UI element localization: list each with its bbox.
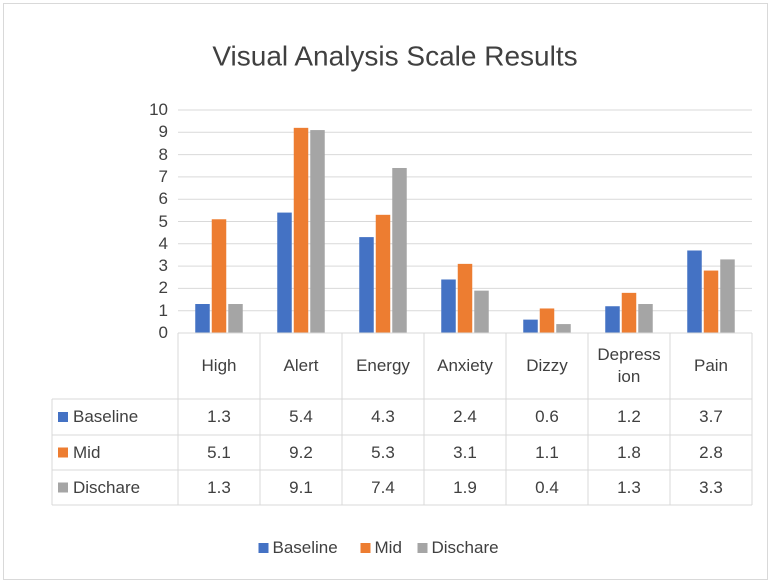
bar bbox=[457, 263, 473, 333]
table-value: 9.1 bbox=[289, 477, 313, 497]
bar bbox=[474, 290, 489, 333]
x-tick-label: Pain bbox=[693, 356, 729, 375]
table-value: 0.4 bbox=[535, 477, 559, 497]
y-tick-label: 3 bbox=[158, 256, 168, 276]
table-legend-key bbox=[58, 412, 68, 422]
y-tick-label: 7 bbox=[158, 166, 168, 186]
y-tick-label: 4 bbox=[158, 233, 168, 253]
bar bbox=[293, 127, 309, 333]
x-tick-label: Alert bbox=[283, 356, 319, 375]
legend-key bbox=[360, 543, 371, 553]
x-tick-label: High bbox=[201, 356, 237, 375]
y-tick-label: 8 bbox=[158, 144, 168, 164]
legend-key bbox=[417, 543, 428, 553]
x-tick-label: Depression bbox=[597, 345, 661, 386]
bar bbox=[228, 304, 243, 333]
bar bbox=[211, 219, 227, 333]
bar bbox=[605, 306, 620, 333]
legend-label: Baseline bbox=[272, 538, 338, 557]
legend-label: Mid bbox=[374, 538, 402, 557]
bar bbox=[556, 324, 571, 333]
y-tick-label: 10 bbox=[149, 100, 168, 119]
legend-label: Dischare bbox=[431, 538, 499, 557]
table-value: 5.4 bbox=[289, 407, 313, 426]
table-legend-key bbox=[58, 447, 68, 458]
x-tick-label: Energy bbox=[356, 356, 410, 375]
bar bbox=[195, 304, 210, 333]
table-value: 9.2 bbox=[289, 442, 313, 462]
table-value: 1.3 bbox=[617, 477, 641, 497]
x-tick-label: Dizzy bbox=[526, 356, 568, 375]
bar bbox=[720, 259, 735, 333]
table-legend-key bbox=[58, 482, 68, 493]
table-row-label: Dischare bbox=[73, 477, 141, 497]
table-value: 4.3 bbox=[371, 407, 395, 426]
table-value: 1.3 bbox=[207, 477, 231, 497]
table-value: 2.8 bbox=[699, 442, 723, 462]
table-value: 1.2 bbox=[617, 407, 641, 426]
legend-key bbox=[258, 543, 269, 553]
table-value: 1.8 bbox=[617, 442, 641, 462]
table-row-label: Baseline bbox=[73, 407, 139, 426]
chart-title: Visual Analysis Scale Results bbox=[212, 40, 577, 71]
table-row-label: Mid bbox=[73, 442, 101, 462]
y-tick-label: 6 bbox=[158, 189, 168, 209]
table-value: 3.1 bbox=[453, 442, 477, 462]
y-tick-label: 2 bbox=[158, 278, 168, 298]
table-value: 5.3 bbox=[371, 442, 395, 462]
table-value: 3.7 bbox=[699, 407, 723, 426]
y-tick-label: 1 bbox=[158, 300, 168, 320]
bar bbox=[523, 319, 538, 333]
bar bbox=[310, 130, 325, 333]
bar bbox=[277, 212, 292, 333]
bar bbox=[703, 270, 719, 333]
table-value: 5.1 bbox=[207, 442, 231, 462]
y-tick-label: 5 bbox=[158, 211, 168, 231]
y-tick-label: 0 bbox=[158, 323, 168, 342]
bar bbox=[392, 167, 407, 333]
y-tick-label: 9 bbox=[158, 122, 168, 142]
bar bbox=[687, 250, 702, 333]
bar bbox=[621, 292, 637, 333]
table-value: 1.9 bbox=[453, 477, 477, 497]
table-value: 0.6 bbox=[535, 407, 559, 426]
bar bbox=[638, 304, 653, 333]
bar bbox=[359, 237, 374, 333]
x-tick-label: Anxiety bbox=[437, 356, 493, 375]
bar bbox=[441, 279, 456, 333]
table-value: 1.1 bbox=[535, 442, 559, 462]
table-value: 3.3 bbox=[699, 477, 723, 497]
table-value: 7.4 bbox=[371, 477, 395, 497]
table-value: 1.3 bbox=[207, 407, 231, 426]
bar bbox=[375, 214, 391, 333]
table-value: 2.4 bbox=[453, 407, 477, 426]
bar bbox=[539, 308, 555, 333]
